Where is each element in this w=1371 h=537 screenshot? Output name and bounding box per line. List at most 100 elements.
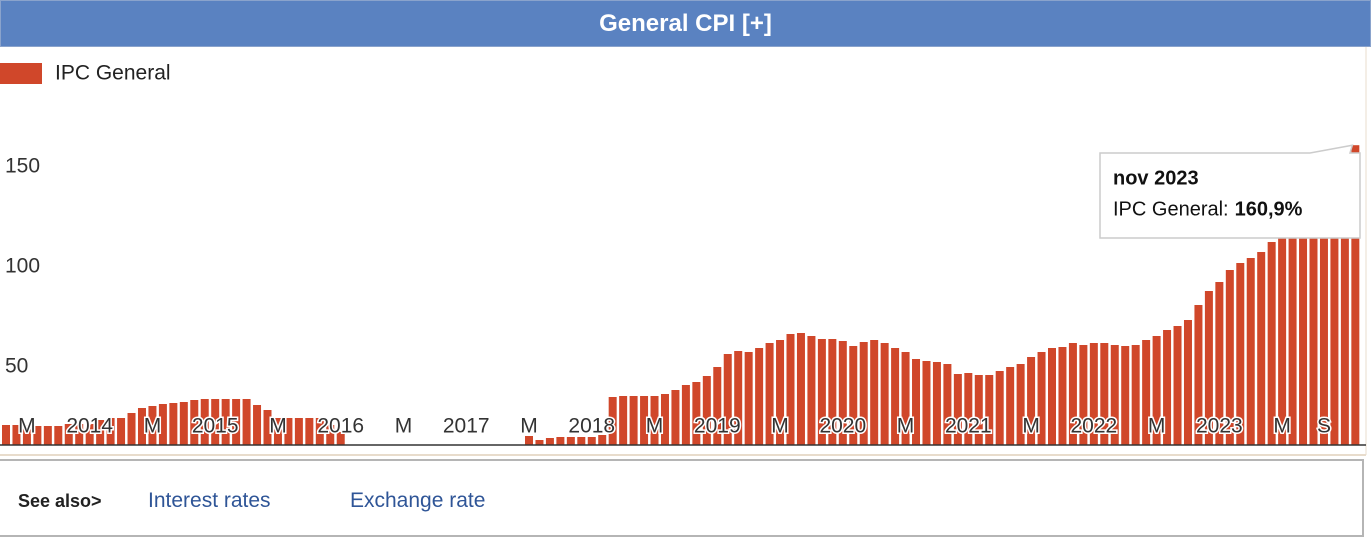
bar <box>838 341 847 445</box>
bar <box>127 413 136 445</box>
bar <box>1163 330 1172 445</box>
bar <box>566 437 575 445</box>
bar <box>964 373 973 445</box>
bar <box>1131 345 1140 445</box>
bar <box>1110 345 1119 445</box>
bar <box>117 418 126 445</box>
bar <box>1309 213 1318 445</box>
bar <box>169 403 178 445</box>
y-tick-label: 150 <box>5 155 40 178</box>
bar <box>629 396 638 445</box>
y-tick-label: 100 <box>5 255 40 278</box>
bar <box>817 339 826 445</box>
bar <box>702 376 711 445</box>
link[interactable]: Exchange rate <box>350 489 486 512</box>
bar <box>744 352 753 445</box>
bar <box>253 405 262 445</box>
bar <box>1016 364 1025 445</box>
bar <box>1330 191 1339 445</box>
bar <box>912 359 921 445</box>
bar <box>158 404 167 445</box>
bar <box>681 385 690 445</box>
chart-title[interactable]: General CPI [+] <box>0 0 1371 47</box>
bar <box>75 424 84 445</box>
bar <box>242 399 251 445</box>
bar <box>1048 348 1056 445</box>
bar <box>640 396 649 445</box>
bar <box>755 348 764 445</box>
see-also: See also> <box>18 491 102 511</box>
x-tick-label: M <box>771 415 789 438</box>
x-tick-label: M <box>1148 415 1166 438</box>
bar <box>807 336 816 445</box>
bar <box>43 426 52 445</box>
bar <box>336 432 345 445</box>
bar <box>1089 343 1098 445</box>
x-tick-label: M <box>269 415 287 438</box>
bar <box>1142 340 1151 445</box>
x-tick-label: 2015 <box>192 415 239 438</box>
x-tick-label: M <box>18 415 36 438</box>
bar <box>200 399 209 445</box>
bar <box>598 435 607 445</box>
x-tick-label: 2018 <box>568 415 615 438</box>
bar <box>1319 205 1328 445</box>
bar <box>1215 282 1224 445</box>
y-tick-label: 50 <box>5 355 28 378</box>
bar <box>1351 145 1360 445</box>
bar <box>1027 357 1036 445</box>
bar <box>545 438 554 445</box>
tooltip: nov 2023 IPC General: 160,9% <box>1099 144 1361 239</box>
bar <box>2 425 10 445</box>
bar <box>776 340 785 445</box>
x-tick-label: 2017 <box>443 415 490 438</box>
bar <box>1121 346 1130 445</box>
bar <box>577 437 586 445</box>
bar <box>1058 347 1067 445</box>
bar <box>619 396 628 445</box>
bar <box>1068 343 1077 445</box>
bar <box>211 399 220 445</box>
x-tick-label: M <box>395 415 413 438</box>
bar <box>12 425 21 445</box>
bar <box>525 436 533 445</box>
tooltip-box <box>1099 144 1361 239</box>
footer: See also> Interest rates Exchange rate <box>0 459 1364 537</box>
bar <box>1194 305 1203 445</box>
x-tick-label: 2016 <box>317 415 364 438</box>
bar <box>713 367 722 445</box>
bar <box>1173 326 1182 445</box>
x-tick-label: 2022 <box>1070 415 1117 438</box>
legend-label: IPC General <box>55 62 171 85</box>
link[interactable]: Interest rates <box>148 489 271 512</box>
bar <box>1204 291 1213 445</box>
bar <box>608 397 617 445</box>
bar <box>294 418 303 445</box>
bar <box>1100 343 1109 445</box>
bar <box>943 364 952 445</box>
x-tick-label: M <box>520 415 538 438</box>
bar <box>305 418 314 445</box>
bar <box>148 406 157 445</box>
bar <box>734 351 743 445</box>
bar <box>1006 367 1015 445</box>
x-tick-label: S <box>1317 415 1331 438</box>
bar <box>190 400 199 445</box>
bar <box>1257 252 1266 445</box>
bar <box>891 348 900 445</box>
x-tick-label: 2023 <box>1196 415 1243 438</box>
legend-swatch <box>0 63 42 84</box>
bar <box>22 425 31 445</box>
bar <box>85 424 94 445</box>
bar <box>137 408 146 445</box>
bar <box>901 352 910 445</box>
bar <box>33 426 42 445</box>
bar <box>96 420 105 445</box>
bar <box>922 361 931 445</box>
x-tick-label: M <box>897 415 915 438</box>
bar <box>859 342 868 445</box>
bar <box>64 424 73 445</box>
tooltip-title: nov 2023 <box>1113 167 1199 189</box>
chart: IPC General 50 100 150 M 2014 M 2015 M 2016 M 2017 M… <box>0 47 1367 456</box>
